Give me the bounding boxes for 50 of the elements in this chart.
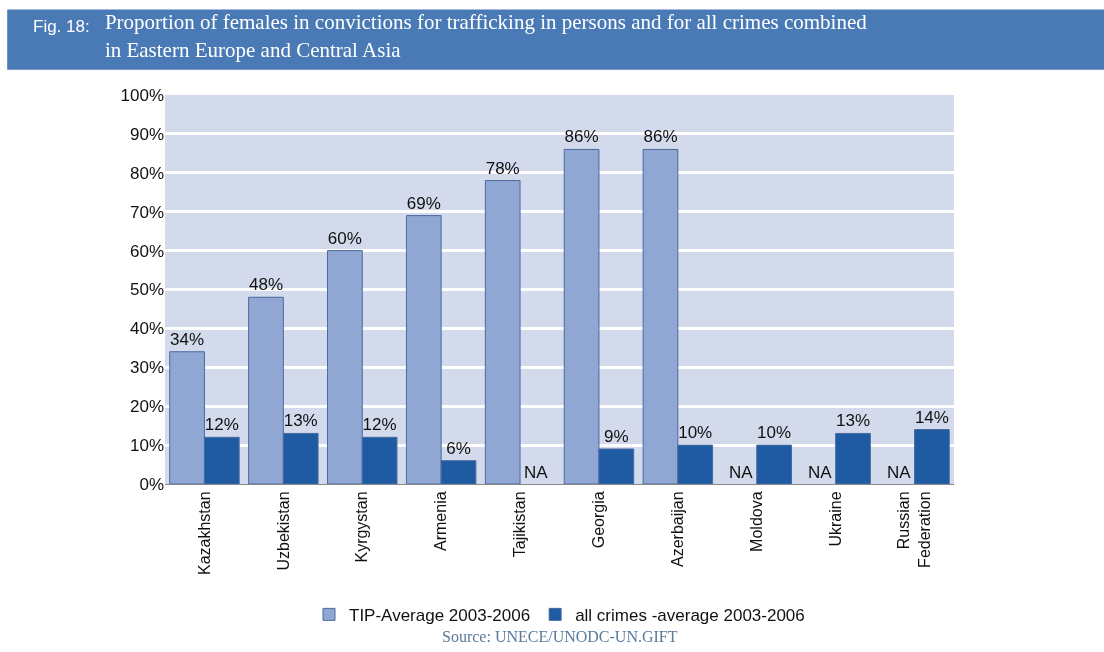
data-label: 12% <box>204 415 239 435</box>
data-label: 34% <box>170 329 205 349</box>
data-label: 12% <box>362 415 397 435</box>
data-label: 13% <box>283 411 318 431</box>
x-tick-label: Azerbaijan <box>669 491 687 568</box>
y-tick-label: 0% <box>139 474 164 494</box>
bar <box>914 429 950 484</box>
x-tick-label: Kyrgystan <box>353 491 371 563</box>
x-tick-label: Ukraine <box>826 491 844 547</box>
bar <box>756 444 792 484</box>
x-tick-label: Russian Federation <box>895 491 934 568</box>
data-label: 60% <box>327 228 362 248</box>
y-tick-label: 90% <box>129 124 164 144</box>
y-tick-label: 80% <box>129 163 164 183</box>
y-tick-label: 40% <box>129 319 164 339</box>
data-label: 78% <box>485 158 520 178</box>
y-tick-label: 70% <box>129 202 164 222</box>
legend-label: TIP-Average 2003-2006 <box>349 605 531 625</box>
y-tick-label: 10% <box>129 436 164 456</box>
data-label: 14% <box>914 407 949 427</box>
y-tick-label: 50% <box>129 280 164 300</box>
data-label: 10% <box>757 423 792 443</box>
text: NA <box>808 463 832 482</box>
source-note: Source: UNECE/UNODC-UN.GIFT <box>442 628 678 645</box>
x-tick-label: Armenia <box>432 491 450 551</box>
x-tick-label: Uzbekistan <box>274 491 292 571</box>
data-label: 13% <box>835 411 871 431</box>
x-tick-label: Kazakhstan <box>195 491 213 576</box>
data-label: 9% <box>604 426 629 446</box>
data-label: 86% <box>564 127 599 147</box>
data-label: 86% <box>643 127 678 147</box>
text: NA <box>524 463 548 482</box>
data-label: 10% <box>678 423 713 443</box>
data-label: 6% <box>446 438 471 458</box>
x-tick-label: Moldova <box>747 491 765 552</box>
bar <box>484 180 521 484</box>
text: NA <box>887 463 911 482</box>
data-label: 69% <box>406 193 441 213</box>
y-tick-label: 60% <box>129 241 164 261</box>
y-tick-label: 30% <box>129 358 164 378</box>
y-tick-label: 20% <box>129 397 164 417</box>
x-tick-label: Georgia <box>590 491 608 549</box>
bar <box>835 432 871 484</box>
y-tick-label: 100% <box>120 85 164 105</box>
text: NA <box>729 463 753 482</box>
chart-title: Proportion of females in convictions for trafficking in persons and for all crimes combined in Eastern Europe and Central Asia <box>104 10 868 62</box>
x-tick-label: Tajikistan <box>511 491 529 558</box>
caption: Fig. 18: <box>33 17 90 36</box>
legend-label: all crimes -average 2003-2006 <box>575 605 805 625</box>
data-label: 48% <box>248 275 284 295</box>
